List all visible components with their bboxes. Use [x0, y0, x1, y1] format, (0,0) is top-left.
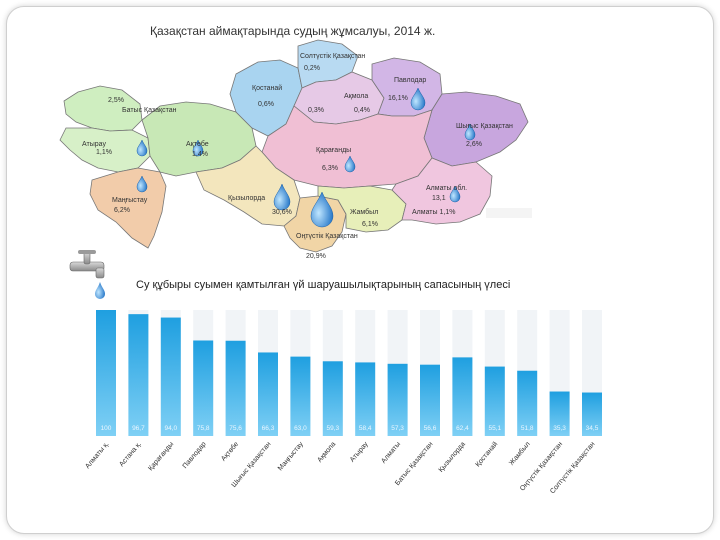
- category-label: Қарағанды: [147, 441, 175, 472]
- bar: [225, 340, 246, 436]
- region-value-kyzylorda: 30,6%: [272, 209, 292, 216]
- region-value-ontustik: 20,9%: [306, 253, 326, 260]
- water-drop-icon: [449, 185, 461, 203]
- region-label-mangystau: Маңғыстау: [112, 197, 148, 204]
- region-label-kyzylorda: Қызылорда: [228, 195, 265, 202]
- region-value-almaty-city: Алматы 1,1%: [412, 209, 455, 216]
- region-pavlodar: [371, 57, 443, 117]
- region-value-soltustik: 0,2%: [304, 65, 320, 72]
- bar: [96, 310, 116, 436]
- bar-value-label: 35,3: [553, 425, 566, 432]
- bar-value-label: 59,3: [326, 425, 339, 432]
- category-label: Қызылорда: [438, 441, 467, 474]
- bar-value-label: 100: [101, 425, 112, 432]
- bar-value-label: 94,0: [164, 425, 177, 432]
- bar-value-label: 56,6: [424, 425, 437, 432]
- category-label: Атырау: [349, 440, 370, 463]
- bar-value-label: 75,8: [197, 425, 210, 432]
- category-label: Ақмола: [316, 441, 337, 464]
- kazakhstan-map: Батыс Қазақстан 2,5% Атырау 1,1% Маңғыст…: [59, 39, 532, 260]
- map-title: Қазақстан аймақтарында судың жұмсалуы, 2…: [150, 24, 436, 38]
- region-label-ontustik: Оңтүстік Қазақстан: [296, 232, 358, 240]
- region-label-kostanai: Қостанай: [252, 84, 282, 92]
- region-label-shygys: Шығыс Қазақстан: [456, 123, 513, 130]
- bar: [420, 364, 440, 436]
- region-value-almaty: 13,1: [432, 195, 446, 202]
- bar-value-label: 57,3: [391, 425, 404, 432]
- region-almaty: [391, 157, 493, 225]
- region-value-kostanai: 0,6%: [258, 101, 274, 108]
- bar-value-label: 66,3: [262, 425, 275, 432]
- category-label: Астана қ.: [118, 441, 143, 468]
- region-value-atyrau: 1,1%: [96, 149, 112, 156]
- bar: [193, 340, 214, 436]
- water-drop-icon: [344, 155, 356, 173]
- region-zhambyl: [317, 185, 407, 233]
- category-label: Ақтөбе: [219, 440, 240, 463]
- region-label-zhambyl: Жамбыл: [350, 208, 378, 216]
- bar: [387, 363, 408, 436]
- category-label: Алматы қ.: [84, 441, 110, 470]
- category-label: Қостанай: [474, 440, 500, 468]
- water-drop-icon: [136, 175, 148, 193]
- bar-value-label: 34,5: [586, 425, 599, 432]
- region-label-almaty: Алматы обл.: [426, 184, 467, 192]
- water-drop-icon: [464, 123, 476, 141]
- region-karagandy: [261, 105, 433, 189]
- bar: [258, 352, 278, 436]
- region-value-aktobe: 1,4%: [192, 151, 208, 158]
- bar-value-label: 75,6: [229, 425, 242, 432]
- bar: [517, 370, 538, 436]
- bar: [355, 362, 376, 436]
- bar-value-label: 96,7: [132, 425, 145, 432]
- water-drop-icon: [410, 87, 426, 111]
- chart-title: Су құбыры суымен қамтылған үй шаруашылық…: [136, 279, 510, 291]
- category-label: Батыс Қазақстан: [394, 441, 434, 487]
- bar: [322, 361, 343, 436]
- category-label: Павлодар: [182, 441, 208, 470]
- bar: [452, 357, 473, 436]
- border-strip: [486, 208, 532, 218]
- bar-value-label: 55,1: [488, 425, 501, 432]
- region-label-pavlodar: Павлодар: [394, 77, 426, 84]
- bar: [484, 366, 505, 436]
- region-batys: [63, 85, 143, 132]
- category-label: Алматы: [380, 441, 402, 465]
- category-label: Жамбыл: [507, 440, 531, 467]
- region-label-batys: Батыс Қазақстан: [122, 107, 177, 114]
- region-label-karagandy: Қарағанды: [316, 147, 351, 154]
- water-drop-icon: [136, 139, 148, 157]
- region-value-mangystau: 6,2%: [114, 207, 130, 214]
- bar: [160, 317, 181, 436]
- bar: [582, 392, 602, 436]
- bar-chart: Су құбыры суымен қамтылған үй шаруашылық…: [84, 279, 602, 495]
- region-value-pavlodar: 16,1%: [388, 95, 408, 102]
- water-drop-icon: [192, 139, 204, 157]
- bar-value-label: 63,0: [294, 425, 307, 432]
- region-value-akmola: 0,3%: [308, 107, 324, 114]
- bar-value-label: 62,4: [456, 425, 469, 432]
- bar-value-label: 58,4: [359, 425, 372, 432]
- water-tap-icon: [69, 250, 105, 299]
- region-label-aktobe: Ақтөбе: [186, 140, 209, 148]
- region-label-atyrau: Атырау: [82, 141, 106, 148]
- region-label-soltustik: Солтүстік Қазақстан: [300, 52, 365, 60]
- region-label-akmola: Ақмола: [344, 93, 368, 100]
- region-value-batys: 2,5%: [108, 97, 124, 104]
- bars-layer: 100 Алматы қ. 96,7 Астана қ. 94,0 Қарағанды 75…: [84, 310, 602, 495]
- water-drop-icon: [273, 183, 291, 211]
- water-drop-icon: [310, 191, 334, 228]
- bar: [549, 391, 570, 436]
- bar: [128, 314, 149, 436]
- bar-value-label: 51,8: [521, 425, 534, 432]
- category-label: Маңғыстау: [277, 440, 305, 472]
- bar: [290, 356, 311, 436]
- region-value-zhambyl: 6,1%: [362, 221, 378, 228]
- region-value-karagandy: 6,3%: [322, 165, 338, 172]
- region-value-shygys: 2,6%: [466, 141, 482, 148]
- region-value-akmola-2: 0,4%: [354, 107, 370, 114]
